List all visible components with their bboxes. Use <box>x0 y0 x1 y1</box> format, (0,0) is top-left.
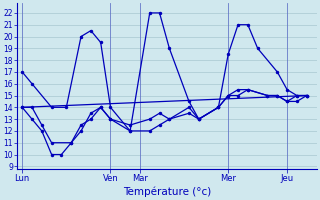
X-axis label: Température (°c): Température (°c) <box>123 186 211 197</box>
